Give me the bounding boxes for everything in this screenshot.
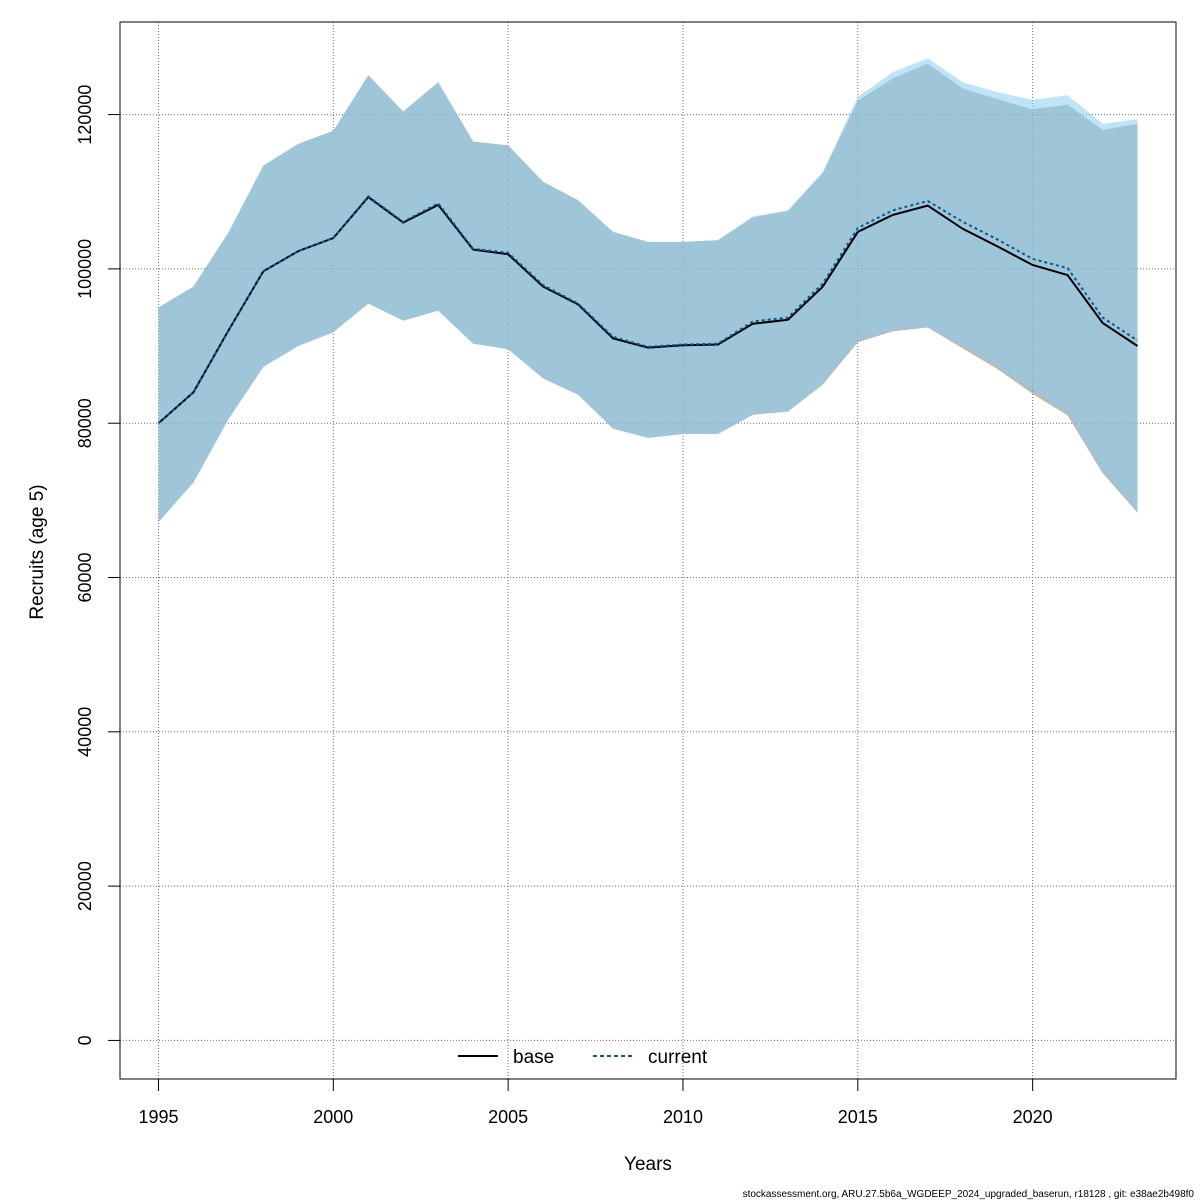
confidence-bands [158,58,1138,523]
y-axis-title: Recruits (age 5) [27,484,48,619]
x-tick-label: 2020 [1013,1107,1053,1127]
line-base [157,195,1139,424]
legend: base current [458,1047,708,1068]
y-tick-label: 80000 [75,398,95,448]
x-axis: 1995 2000 2005 2010 2015 2020 [138,1078,1053,1127]
legend-label-current: current [648,1047,708,1068]
footer-credit: stockassessment.org, ARU.27.5b6a_WGDEEP_… [743,1189,1195,1200]
x-tick-label: 2000 [313,1107,353,1127]
series-lines [157,195,1139,424]
y-axis: 0 20000 40000 60000 80000 100000 120000 [75,85,121,1045]
legend-label-base: base [513,1047,554,1068]
y-tick-label: 60000 [75,552,95,602]
x-tick-label: 2010 [663,1107,703,1127]
x-tick-label: 2005 [488,1107,528,1127]
x-axis-title: Years [624,1154,672,1175]
band-current [158,58,1138,523]
x-tick-label: 2015 [838,1107,878,1127]
y-tick-label: 100000 [75,239,95,299]
y-tick-label: 120000 [75,85,95,145]
x-tick-label: 1995 [138,1107,178,1127]
y-tick-label: 40000 [75,707,95,757]
y-tick-label: 20000 [75,861,95,911]
y-tick-label: 0 [75,1035,95,1045]
